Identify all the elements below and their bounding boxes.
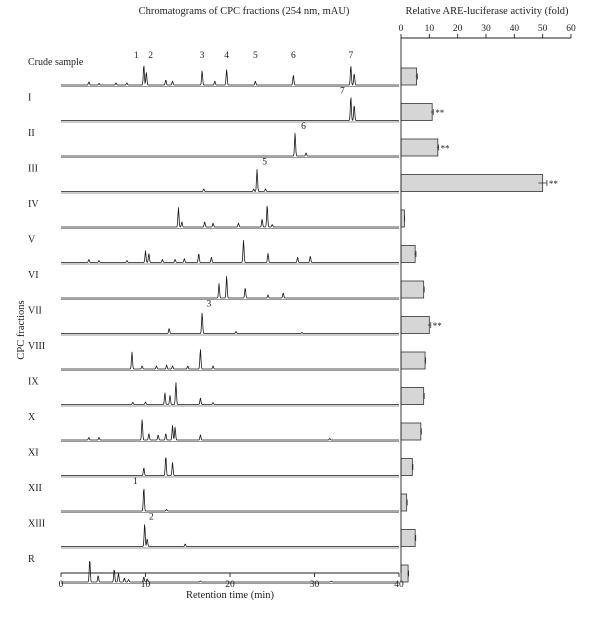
peak-label: 7 bbox=[348, 51, 353, 61]
significance-mark: ** bbox=[441, 144, 451, 154]
peak-label: 1 bbox=[133, 477, 138, 487]
bar-tick-label: 20 bbox=[453, 24, 463, 34]
chromatogram-trace bbox=[61, 382, 399, 405]
chromatogram-trace bbox=[61, 312, 399, 334]
activity-bar bbox=[400, 422, 422, 441]
y-axis-label: CPC fractions bbox=[16, 300, 27, 359]
activity-bar bbox=[400, 245, 416, 263]
x-tick-label: 20 bbox=[225, 580, 235, 590]
row-label: I bbox=[28, 93, 31, 104]
bar-tick-label: 40 bbox=[510, 24, 520, 34]
activity-bar bbox=[400, 387, 425, 405]
chromatogram-trace bbox=[61, 132, 399, 157]
significance-mark: ** bbox=[433, 321, 443, 331]
chromatogram-trace bbox=[61, 276, 399, 299]
peak-label: 5 bbox=[253, 51, 258, 61]
activity-bar bbox=[400, 103, 433, 121]
row-label: IV bbox=[28, 199, 39, 210]
activity-title: Relative ARE-luciferase activity (fold) bbox=[406, 6, 569, 17]
chromatogram-trace bbox=[61, 349, 399, 370]
peak-label: 5 bbox=[262, 158, 267, 168]
peak-label: 2 bbox=[148, 51, 153, 61]
bar-tick-label: 60 bbox=[566, 24, 576, 34]
row-label: X bbox=[28, 412, 36, 423]
fraction-row: IX bbox=[28, 377, 425, 407]
chromatogram-trace bbox=[61, 169, 399, 192]
fraction-row: II 6 ** bbox=[28, 122, 450, 158]
chromatogram-trace bbox=[61, 65, 399, 86]
significance-mark: ** bbox=[435, 108, 445, 118]
fraction-row: X bbox=[28, 412, 422, 442]
activity-bar bbox=[400, 138, 439, 157]
fraction-row: I 7 ** bbox=[28, 87, 445, 123]
row-label: III bbox=[28, 164, 38, 175]
retention-time-axis: 0 10 20 30 40 bbox=[59, 572, 404, 590]
bar-tick-label: 10 bbox=[425, 24, 435, 34]
row-label: VI bbox=[28, 270, 39, 281]
fraction-row: IV bbox=[28, 199, 406, 229]
peak-label: 3 bbox=[200, 51, 205, 61]
activity-bar bbox=[400, 458, 413, 476]
activity-bar bbox=[400, 209, 405, 228]
row-label: II bbox=[28, 128, 35, 139]
x-axis-label: Retention time (min) bbox=[186, 590, 275, 601]
peak-label: 7 bbox=[340, 87, 345, 97]
peak-label: 6 bbox=[301, 122, 306, 132]
x-tick-label: 30 bbox=[310, 580, 320, 590]
activity-bar bbox=[400, 280, 425, 299]
peak-label: 1 bbox=[134, 51, 139, 61]
row-label: XI bbox=[28, 448, 39, 459]
activity-bar bbox=[400, 351, 426, 370]
chromatogram-trace bbox=[61, 97, 399, 121]
fraction-row: XIII 2 bbox=[28, 513, 417, 549]
fraction-row: Crude sample 1 2 3 4 5 6 7 bbox=[28, 51, 418, 87]
fraction-row: VIII bbox=[28, 341, 427, 371]
fraction-row: XI bbox=[28, 448, 414, 478]
significance-mark: ** bbox=[549, 179, 559, 189]
fraction-row: V bbox=[28, 235, 417, 265]
chromatogram-trace bbox=[61, 561, 399, 583]
bar-tick-label: 0 bbox=[399, 24, 404, 34]
chromatogram-trace bbox=[61, 419, 399, 441]
fraction-row: VI bbox=[28, 270, 425, 300]
activity-axis: 0 10 20 30 40 50 60 bbox=[399, 24, 576, 573]
peak-label: 3 bbox=[207, 300, 212, 310]
row-label: Crude sample bbox=[28, 57, 84, 68]
row-label: V bbox=[28, 235, 36, 246]
activity-bar bbox=[400, 174, 544, 192]
peak-label: 4 bbox=[224, 51, 229, 61]
x-tick-label: 40 bbox=[394, 580, 404, 590]
activity-bar bbox=[400, 493, 408, 512]
x-tick-label: 10 bbox=[141, 580, 151, 590]
row-label: VII bbox=[28, 306, 42, 317]
chromatogram-trace bbox=[61, 205, 399, 228]
x-tick-label: 0 bbox=[59, 580, 64, 590]
chromatogram-trace bbox=[61, 524, 399, 547]
chromatogram-trace bbox=[61, 240, 399, 263]
peak-label: 6 bbox=[291, 51, 296, 61]
fraction-row: VII 3 ** bbox=[28, 300, 442, 336]
bar-tick-label: 50 bbox=[538, 24, 548, 34]
activity-bar bbox=[400, 67, 417, 86]
fraction-row: XII 1 bbox=[28, 477, 408, 513]
row-label: XII bbox=[28, 483, 42, 494]
row-label: XIII bbox=[28, 519, 45, 530]
row-label: R bbox=[28, 554, 35, 565]
activity-bar bbox=[400, 316, 430, 334]
bar-tick-label: 30 bbox=[481, 24, 491, 34]
fraction-row: R bbox=[28, 554, 410, 584]
row-label: IX bbox=[28, 377, 39, 388]
fraction-row: III 5 ** bbox=[28, 158, 558, 194]
chromatogram-trace bbox=[61, 457, 399, 476]
chromatogram-trace bbox=[61, 488, 399, 512]
row-label: VIII bbox=[28, 341, 45, 352]
peak-label: 2 bbox=[149, 513, 154, 523]
chromatogram-title: Chromatograms of CPC fractions (254 nm, … bbox=[139, 6, 350, 17]
activity-bar bbox=[400, 529, 416, 547]
